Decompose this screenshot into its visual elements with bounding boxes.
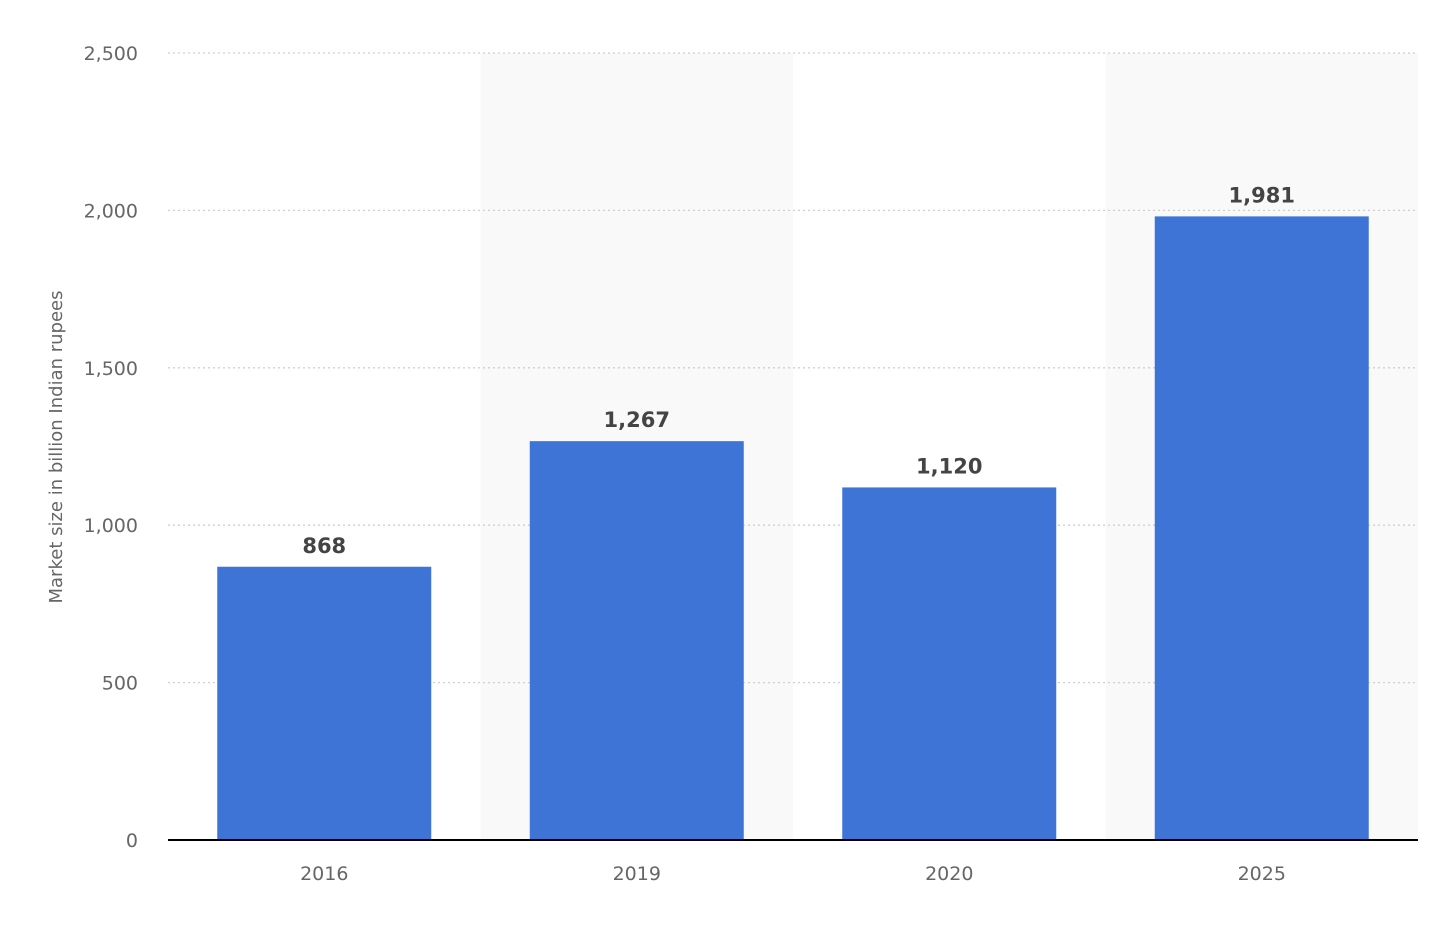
x-tick-label: 2016 (300, 863, 348, 885)
y-tick-label: 500 (102, 673, 138, 695)
x-tick-label: 2020 (925, 863, 973, 885)
bar-2020 (842, 487, 1057, 840)
y-tick-label: 2,000 (84, 200, 138, 222)
bar-2025 (1154, 216, 1369, 840)
y-tick-label: 1,000 (84, 515, 138, 537)
y-axis-ticks: 0 500 1,000 1,500 2,000 2,500 (84, 43, 138, 852)
y-axis-title: Market size in billion Indian rupees (46, 291, 67, 604)
bars (217, 216, 1369, 840)
x-tick-label: 2025 (1238, 863, 1286, 885)
x-axis-ticks: 2016 2019 2020 2025 (300, 863, 1286, 885)
y-tick-label: 1,500 (84, 358, 138, 380)
x-tick-label: 2019 (613, 863, 661, 885)
data-label: 1,267 (604, 408, 670, 432)
data-labels: 868 1,267 1,120 1,981 (302, 183, 1295, 557)
data-label: 1,120 (916, 454, 982, 478)
data-label: 868 (302, 534, 346, 558)
y-tick-label: 2,500 (84, 43, 138, 65)
y-tick-label: 0 (126, 830, 138, 852)
data-label: 1,981 (1229, 183, 1295, 207)
bar-2016 (217, 566, 432, 840)
bar-2019 (529, 441, 744, 840)
